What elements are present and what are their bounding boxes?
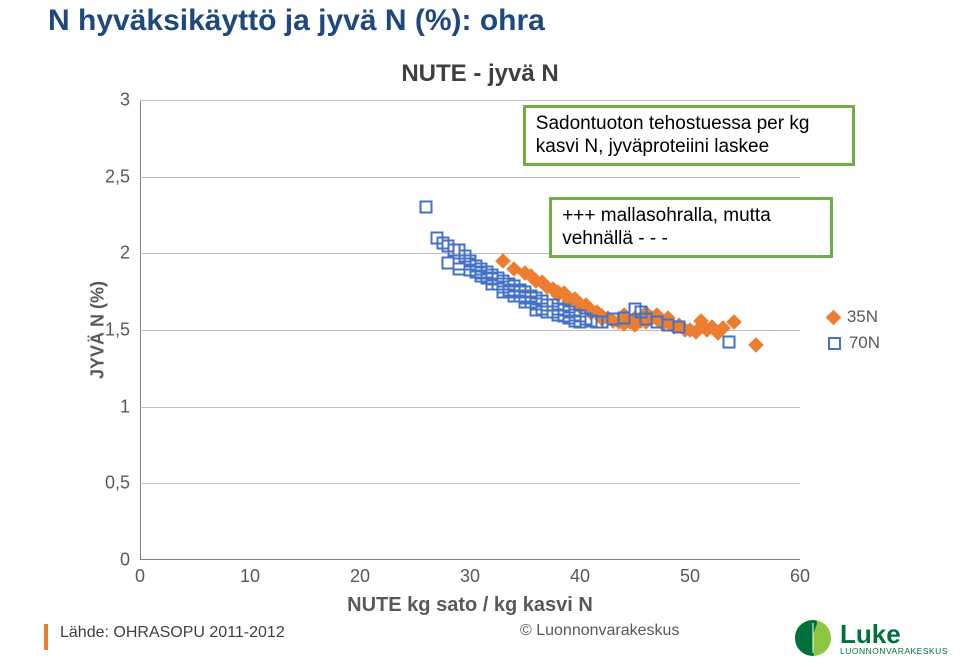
x-tick-label: 0	[135, 566, 145, 587]
gridline	[140, 100, 800, 101]
source-text: Lähde: OHRASOPU 2011-2012	[60, 624, 285, 642]
x-tick-label: 40	[570, 566, 590, 587]
legend-item: 70N	[828, 333, 880, 353]
point-70N	[673, 320, 686, 333]
page-root: N hyväksikäyttö ja jyvä N (%): ohra NUTE…	[0, 0, 960, 667]
y-tick-label: 0	[80, 550, 130, 571]
x-tick-label: 50	[680, 566, 700, 587]
chart-title: NUTE - jyvä N	[80, 60, 880, 88]
legend: 35N70N	[828, 301, 880, 359]
y-tick-label: 1,5	[80, 320, 130, 341]
y-tick-label: 3	[80, 90, 130, 111]
logo-text-big: Luke	[840, 621, 948, 647]
accent-bar	[44, 624, 48, 650]
copyright-text: © Luonnonvarakeskus	[520, 622, 679, 640]
plot-area: JYVÄ N (%) 0102030405060Sadontuoton teho…	[140, 100, 800, 560]
point-35N	[718, 323, 729, 334]
gridline	[140, 407, 800, 408]
diamond-icon	[828, 312, 839, 323]
page-title: N hyväksikäyttö ja jyvä N (%): ohra	[48, 4, 545, 38]
y-tick-label: 1	[80, 396, 130, 417]
legend-label: 70N	[849, 333, 880, 353]
square-icon	[828, 337, 841, 350]
y-tick-label: 2	[80, 243, 130, 264]
x-axis-line	[140, 559, 800, 560]
logo-text-small: LUONNONVARAKESKUS	[840, 647, 948, 656]
legend-item: 35N	[828, 307, 880, 327]
x-tick-label: 30	[460, 566, 480, 587]
leaf-icon	[792, 617, 834, 659]
point-70N	[420, 201, 433, 214]
gridline	[140, 483, 800, 484]
brand-logo: Luke LUONNONVARAKESKUS	[792, 617, 948, 659]
gridline	[140, 177, 800, 178]
annotation-box: Sadontuoton tehostuessa per kgkasvi N, j…	[523, 105, 855, 167]
x-tick-label: 10	[240, 566, 260, 587]
annotation-box: +++ mallasohralla, muttavehnällä - - -	[549, 197, 833, 259]
plot-surface: 0102030405060Sadontuoton tehostuessa per…	[140, 100, 800, 560]
y-tick-label: 0,5	[80, 473, 130, 494]
x-tick-label: 60	[790, 566, 810, 587]
x-tick-label: 20	[350, 566, 370, 587]
legend-label: 35N	[847, 307, 878, 327]
point-35N	[729, 317, 740, 328]
point-35N	[751, 340, 762, 351]
point-35N	[498, 256, 509, 267]
y-tick-label: 2,5	[80, 166, 130, 187]
point-70N	[722, 336, 735, 349]
x-axis-label: NUTE kg sato / kg kasvi N	[140, 594, 800, 617]
chart-container: NUTE - jyvä N JYVÄ N (%) 0102030405060Sa…	[80, 60, 880, 620]
